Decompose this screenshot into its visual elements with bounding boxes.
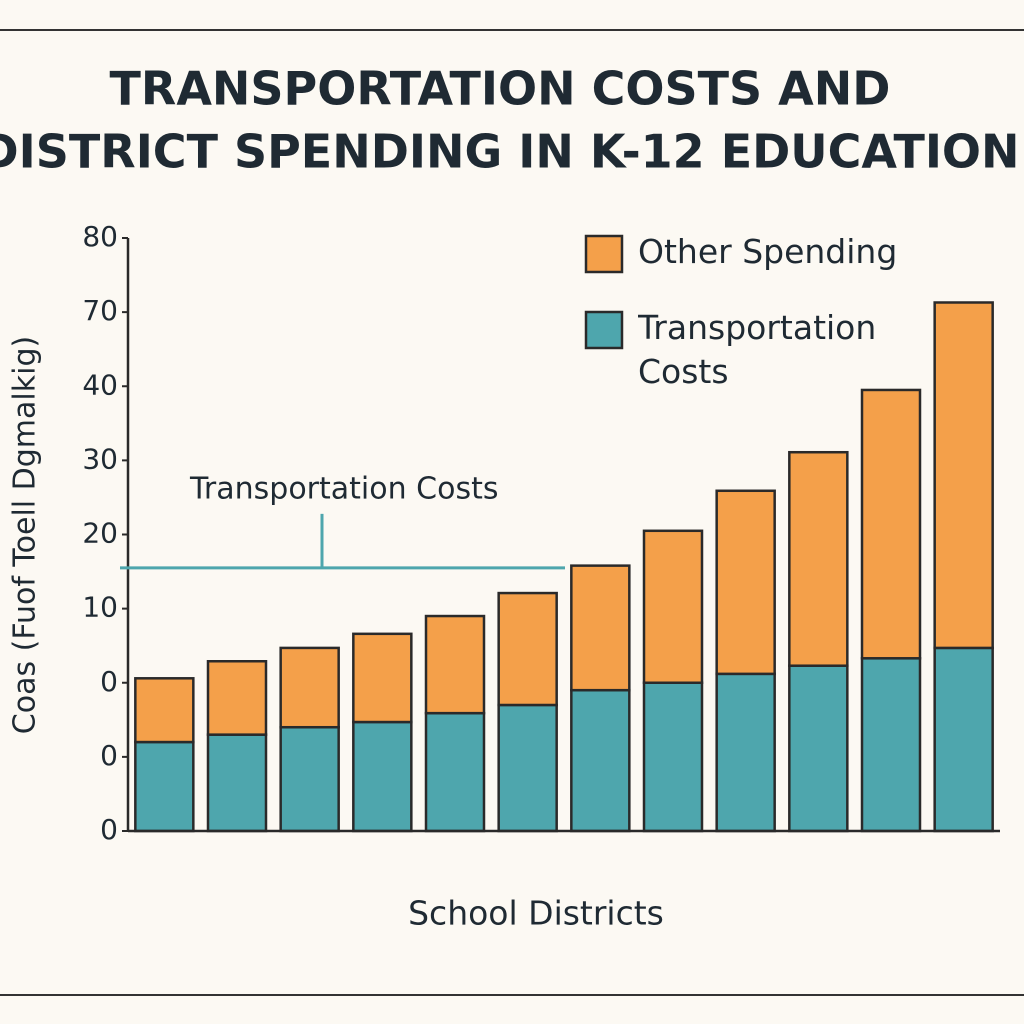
bar-segment bbox=[279, 646, 340, 729]
chart-title: DISTRICT SPENDING IN K-12 EDUCATION bbox=[0, 125, 1020, 179]
bar-segment bbox=[715, 489, 776, 676]
bar-segment bbox=[352, 632, 413, 724]
bar-segment bbox=[933, 646, 994, 833]
legend-label: Transportation Costs bbox=[638, 308, 877, 391]
bar-segment bbox=[570, 564, 631, 692]
bar-segment bbox=[424, 614, 486, 715]
y-tick-label: 0 bbox=[100, 813, 118, 846]
y-tick-label: 40 bbox=[82, 368, 118, 401]
bar-segment bbox=[570, 688, 631, 833]
y-tick-label: 70 bbox=[82, 294, 118, 327]
annotation-text: Transportation Costs bbox=[189, 471, 498, 506]
bar-segment bbox=[134, 677, 195, 744]
bar-segment bbox=[206, 733, 268, 833]
bar-segment bbox=[424, 711, 486, 833]
bar-segment bbox=[279, 725, 340, 833]
chart-title: TRANSPORTATION COSTS AND bbox=[110, 62, 891, 116]
legend-swatch bbox=[584, 234, 624, 274]
x-axis-label: School Districts bbox=[408, 894, 664, 933]
bar-segment bbox=[642, 529, 704, 685]
bar-segment bbox=[788, 450, 849, 667]
bar-segment bbox=[497, 703, 558, 833]
y-tick-label: 20 bbox=[82, 517, 118, 550]
y-tick-label: 0 bbox=[100, 739, 118, 772]
bar-segment bbox=[933, 301, 994, 650]
y-tick-label: 80 bbox=[82, 220, 118, 253]
legend-label: Other Spending bbox=[638, 232, 898, 271]
bar-segment bbox=[352, 720, 413, 833]
bar-segment bbox=[715, 672, 776, 833]
legend-label-box: Transportation Costs bbox=[638, 308, 877, 391]
legend-label-box: Other Spending bbox=[638, 232, 898, 271]
bar-segment bbox=[206, 660, 268, 736]
y-axis-label: Coas (Fuof Toell Dgmalkig) bbox=[8, 336, 43, 734]
y-tick-label: 10 bbox=[82, 591, 118, 624]
bar-segment bbox=[788, 664, 849, 833]
bar-segment bbox=[860, 388, 922, 660]
bar-segment bbox=[642, 681, 704, 833]
bar-segment bbox=[134, 740, 195, 833]
y-tick-label: 0 bbox=[100, 665, 118, 698]
bar-segment bbox=[497, 591, 558, 707]
y-tick-label: 30 bbox=[82, 442, 118, 475]
legend-swatch bbox=[584, 310, 624, 350]
bar-segment bbox=[860, 657, 922, 833]
